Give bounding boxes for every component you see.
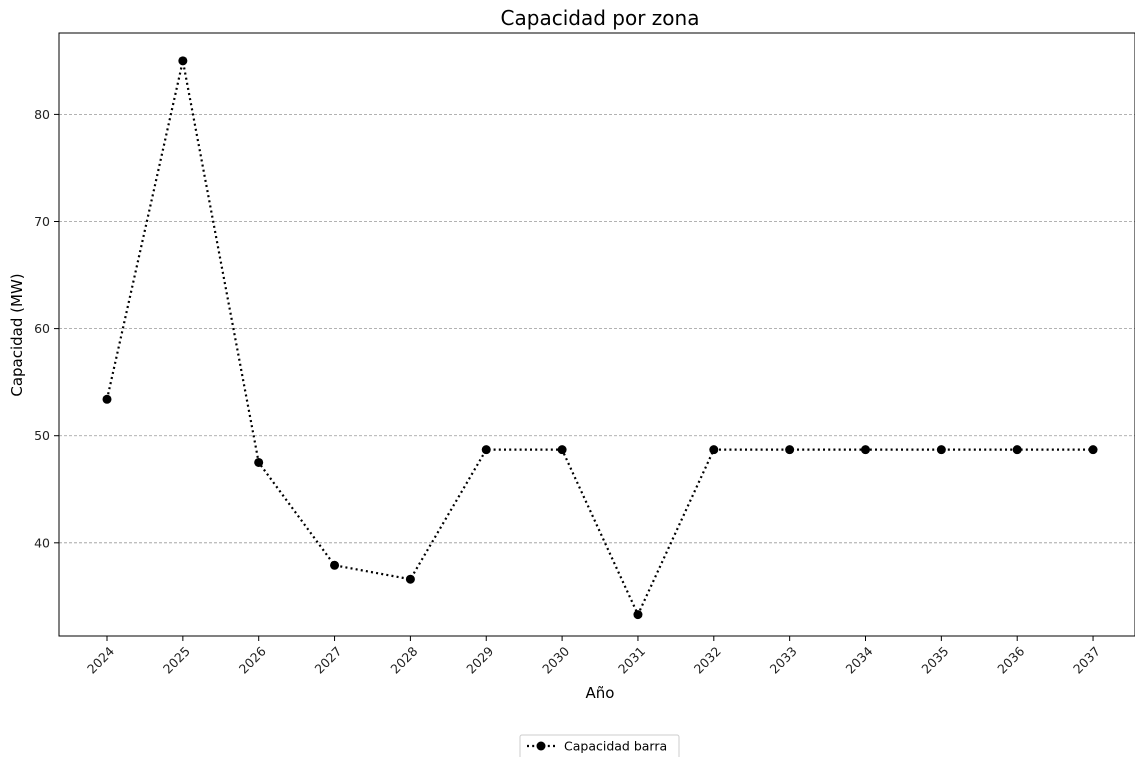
- series-line: [107, 61, 1093, 615]
- x-tick-label: 2031: [615, 644, 648, 677]
- x-tick-label: 2025: [160, 644, 193, 677]
- x-tick-label: 2036: [994, 643, 1027, 676]
- y-tick-label: 80: [34, 107, 50, 122]
- y-axis: 40 50 60 70 80: [34, 107, 59, 550]
- y-tick-label: 70: [34, 214, 50, 229]
- x-tick-label: 2034: [843, 643, 876, 676]
- data-point: [937, 445, 946, 454]
- y-tick-label: 50: [34, 428, 50, 443]
- data-point: [103, 395, 112, 404]
- x-tick-label: 2035: [918, 644, 951, 677]
- data-point: [482, 445, 491, 454]
- data-point: [709, 445, 718, 454]
- series-layer: [103, 56, 1098, 619]
- data-point: [861, 445, 870, 454]
- x-tick-label: 2024: [84, 643, 117, 676]
- data-point: [406, 575, 415, 584]
- data-point: [785, 445, 794, 454]
- x-tick-label: 2032: [691, 644, 724, 677]
- data-point: [254, 458, 263, 467]
- data-point: [1089, 445, 1098, 454]
- x-tick-label: 2026: [236, 643, 269, 676]
- legend: Capacidad barra: [520, 735, 679, 757]
- data-point: [633, 610, 642, 619]
- y-tick-label: 40: [34, 535, 50, 550]
- x-tick-label: 2030: [539, 643, 572, 676]
- data-point: [558, 445, 567, 454]
- x-axis-label: Año: [586, 684, 615, 702]
- x-tick-label: 2028: [387, 643, 420, 676]
- plot-frame: [59, 33, 1135, 636]
- x-tick-label: 2027: [312, 644, 345, 677]
- x-axis: 2024 2025 2026 2027 2028 2029 2030 2031 2032 2033…: [84, 636, 1103, 677]
- chart-title: Capacidad por zona: [501, 6, 700, 30]
- data-point: [178, 56, 187, 65]
- y-tick-label: 60: [34, 321, 50, 336]
- x-tick-label: 2029: [463, 643, 496, 676]
- x-tick-label: 2033: [767, 644, 800, 677]
- x-tick-label: 2037: [1070, 644, 1103, 677]
- data-point: [1013, 445, 1022, 454]
- legend-marker: [537, 742, 546, 751]
- gridlines: [59, 114, 1135, 542]
- legend-label: Capacidad barra: [564, 739, 667, 754]
- y-axis-label: Capacidad (MW): [8, 273, 26, 396]
- data-point: [330, 561, 339, 570]
